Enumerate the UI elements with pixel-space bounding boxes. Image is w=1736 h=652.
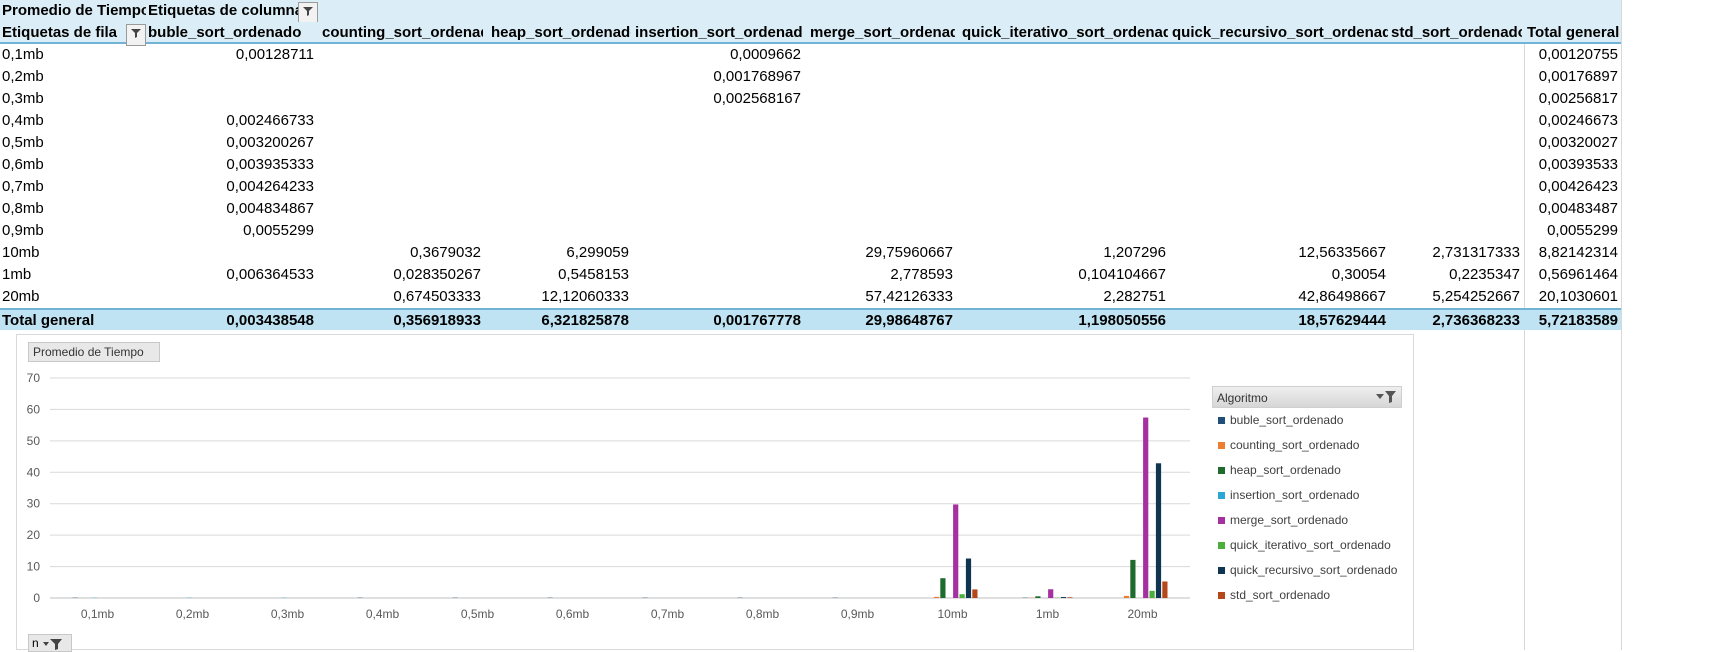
legend-swatch [1218, 492, 1225, 499]
x-tick-label: 1mb [1036, 607, 1060, 621]
bar-quick_recursivo_sort_ordenado-11[interactable] [1156, 463, 1161, 598]
bar-merge_sort_ordenado-11[interactable] [1143, 418, 1148, 598]
x-tick-label: 0,5mb [461, 607, 495, 621]
y-tick-label: 50 [27, 434, 41, 448]
chart-legend: Algoritmo buble_sort_ordenado counting_so… [1212, 386, 1402, 608]
y-tick-label: 0 [33, 591, 40, 605]
x-tick-label: 0,9mb [841, 607, 875, 621]
legend-label: insertion_sort_ordenado [1230, 488, 1359, 502]
legend-item[interactable]: quick_recursivo_sort_ordenado [1212, 558, 1402, 583]
x-tick-label: 0,8mb [746, 607, 780, 621]
x-tick-label: 0,3mb [271, 607, 305, 621]
x-tick-label: 0,4mb [366, 607, 400, 621]
legend-swatch [1218, 417, 1225, 424]
y-tick-label: 40 [27, 465, 41, 479]
x-tick-label: 10mb [937, 607, 967, 621]
bar-quick_iterativo_sort_ordenado-9[interactable] [960, 594, 965, 598]
legend-label: std_sort_ordenado [1230, 588, 1330, 602]
legend-item[interactable]: std_sort_ordenado [1212, 583, 1402, 608]
bar-quick_recursivo_sort_ordenado-10[interactable] [1061, 597, 1066, 598]
legend-label: quick_iterativo_sort_ordenado [1230, 538, 1391, 552]
x-tick-label: 0,1mb [81, 607, 115, 621]
bar-std_sort_ordenado-11[interactable] [1162, 581, 1167, 598]
x-tick-label: 0,7mb [651, 607, 685, 621]
y-tick-label: 60 [27, 402, 41, 416]
y-tick-label: 10 [27, 560, 41, 574]
legend-item[interactable]: heap_sort_ordenado [1212, 458, 1402, 483]
legend-label: buble_sort_ordenado [1230, 413, 1343, 427]
legend-label: merge_sort_ordenado [1230, 513, 1348, 527]
bar-heap_sort_ordenado-10[interactable] [1035, 596, 1040, 598]
legend-item[interactable]: merge_sort_ordenado [1212, 508, 1402, 533]
bar-quick_iterativo_sort_ordenado-11[interactable] [1150, 591, 1155, 598]
legend-swatch [1218, 567, 1225, 574]
y-tick-label: 30 [27, 497, 41, 511]
bar-merge_sort_ordenado-9[interactable] [953, 504, 958, 598]
axis-field-label: n [32, 636, 39, 650]
chart-value-field-button[interactable]: Promedio de Tiempo [28, 342, 160, 362]
bar-counting_sort_ordenado-11[interactable] [1124, 596, 1129, 598]
x-tick-label: 0,6mb [556, 607, 590, 621]
bar-heap_sort_ordenado-9[interactable] [940, 578, 945, 598]
bar-std_sort_ordenado-9[interactable] [972, 589, 977, 598]
legend-swatch [1218, 467, 1225, 474]
legend-label: counting_sort_ordenado [1230, 438, 1359, 452]
bar-counting_sort_ordenado-9[interactable] [934, 597, 939, 598]
legend-swatch [1218, 517, 1225, 524]
bar-heap_sort_ordenado-11[interactable] [1130, 560, 1135, 598]
bar-quick_recursivo_sort_ordenado-9[interactable] [966, 559, 971, 598]
filter-icon [42, 638, 64, 650]
legend-item[interactable]: insertion_sort_ordenado [1212, 483, 1402, 508]
x-tick-label: 20mb [1127, 607, 1157, 621]
legend-item[interactable]: quick_iterativo_sort_ordenado [1212, 533, 1402, 558]
legend-filter-icon[interactable] [1375, 389, 1397, 412]
legend-item[interactable]: counting_sort_ordenado [1212, 433, 1402, 458]
bar-merge_sort_ordenado-10[interactable] [1048, 589, 1053, 598]
bar-std_sort_ordenado-10[interactable] [1067, 597, 1072, 598]
legend-item[interactable]: buble_sort_ordenado [1212, 408, 1402, 433]
legend-label: heap_sort_ordenado [1230, 463, 1341, 477]
x-tick-label: 0,2mb [176, 607, 210, 621]
y-tick-label: 70 [27, 371, 41, 385]
y-tick-label: 20 [27, 528, 41, 542]
chart-axis-field-button[interactable]: n [28, 634, 72, 652]
legend-swatch [1218, 542, 1225, 549]
legend-label: quick_recursivo_sort_ordenado [1230, 563, 1397, 577]
legend-field-button[interactable]: Algoritmo [1212, 386, 1402, 408]
legend-swatch [1218, 442, 1225, 449]
legend-swatch [1218, 592, 1225, 599]
legend-title: Algoritmo [1217, 391, 1268, 405]
